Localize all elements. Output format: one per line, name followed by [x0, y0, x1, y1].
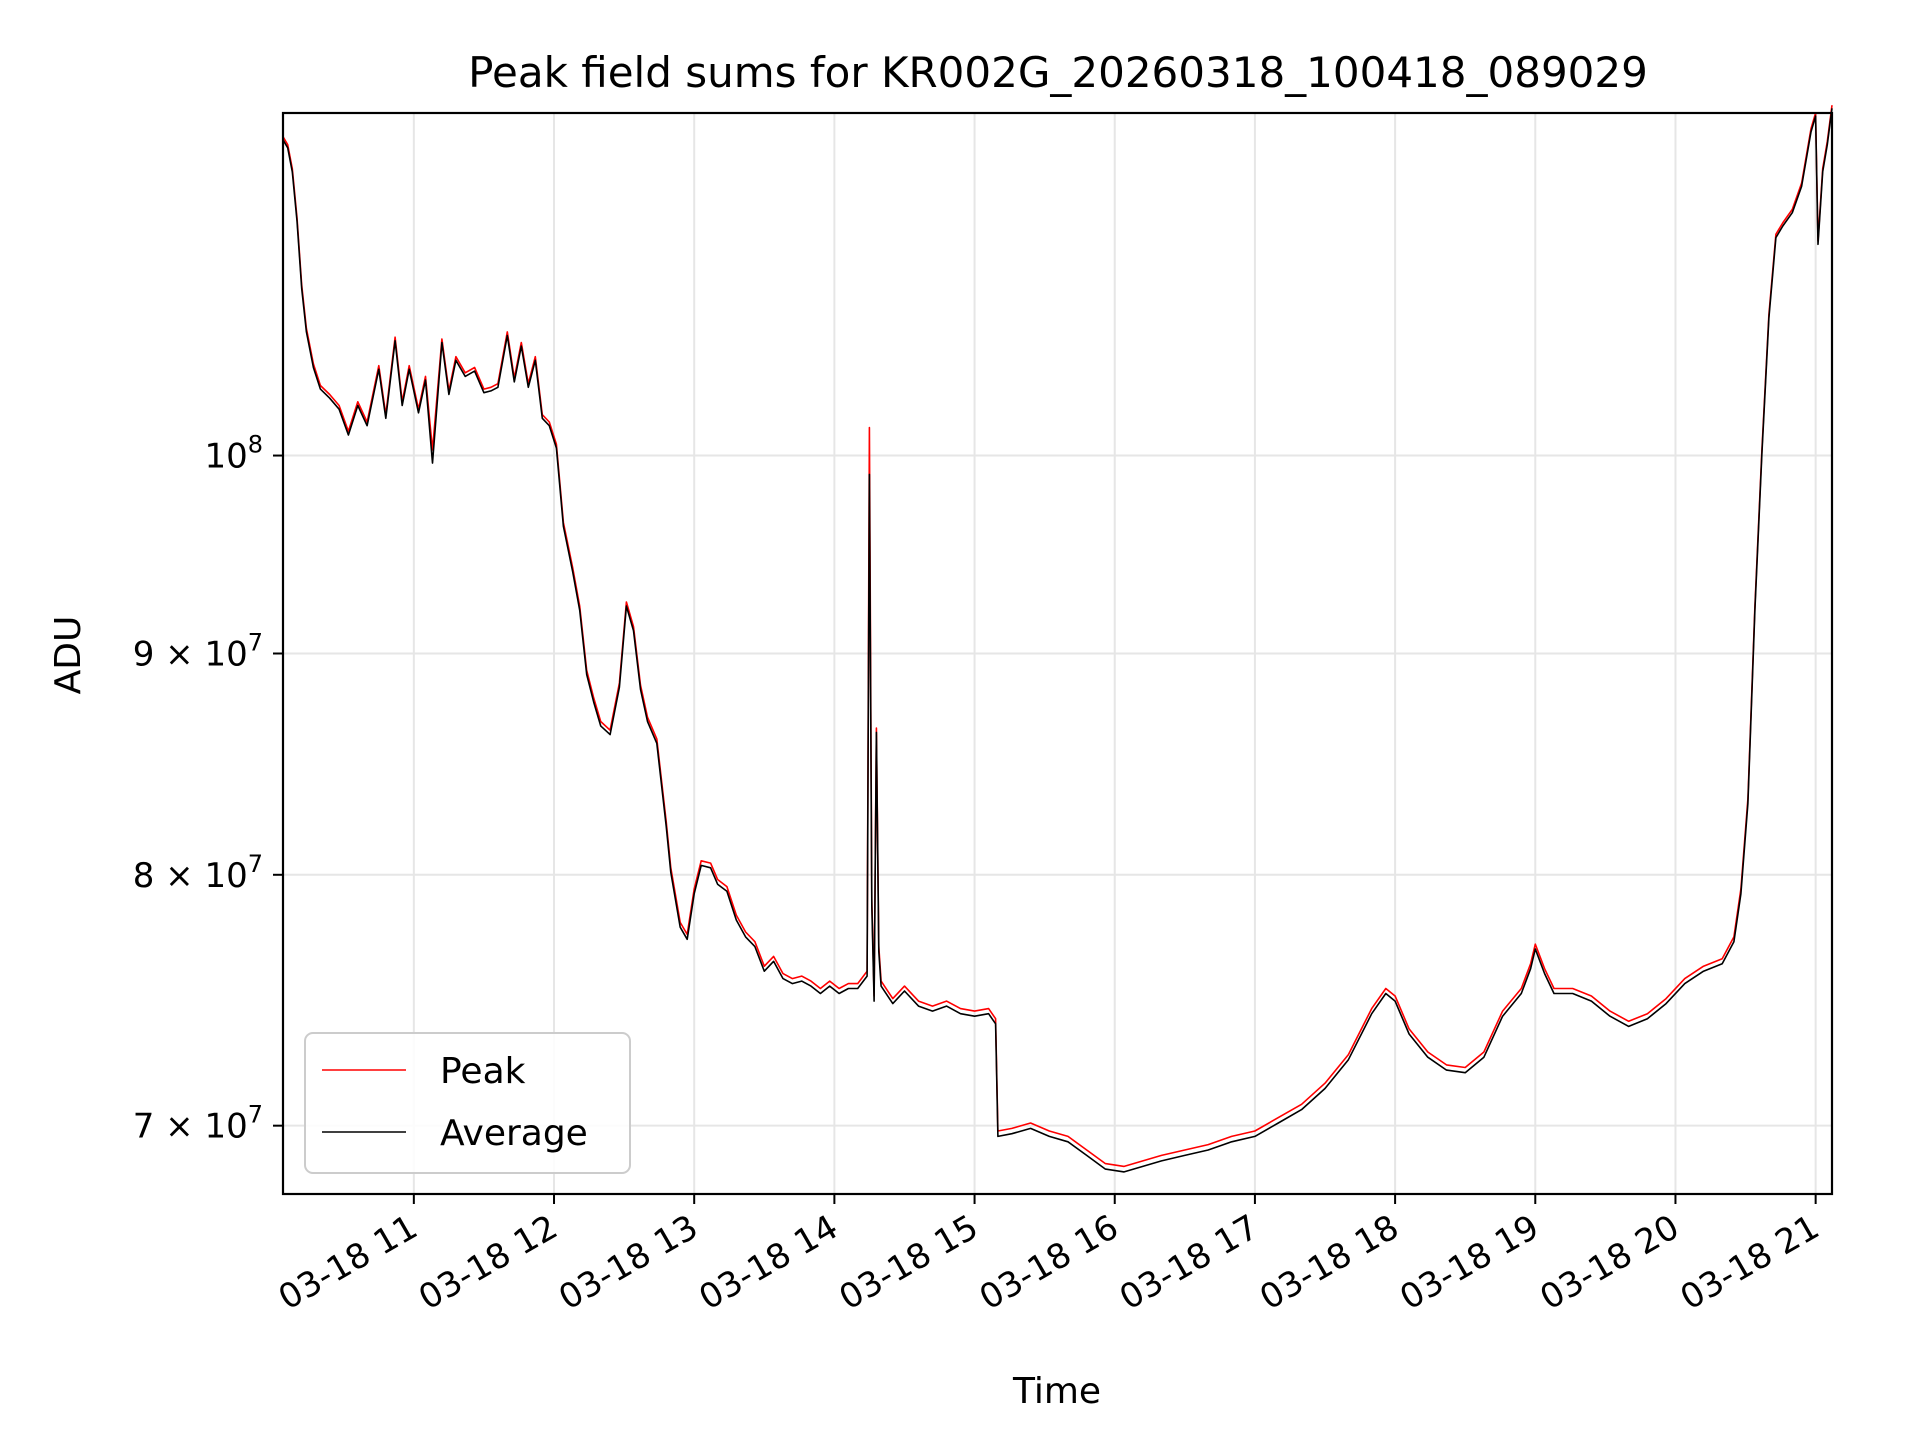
series-line-peak	[282, 105, 1833, 1168]
grid-lines	[283, 113, 1832, 1194]
legend-box	[304, 1032, 631, 1174]
y-tick-label: 7 × 107	[133, 1101, 263, 1147]
y-tick-label: 8 × 107	[133, 850, 263, 896]
y-tick-label: 9 × 107	[133, 629, 263, 675]
series-line-average	[282, 108, 1833, 1173]
legend-label-peak: Peak	[440, 1051, 526, 1092]
legend: Peak Average	[304, 1032, 631, 1174]
x-axis-label: Time	[1012, 1371, 1101, 1412]
y-axis-label: ADU	[48, 616, 89, 695]
legend-label-average: Average	[440, 1113, 588, 1154]
data-lines	[282, 105, 1833, 1173]
y-axis: 7 × 107 8 × 107 9 × 107 108	[133, 431, 283, 1147]
y-tick-label: 108	[204, 431, 263, 477]
chart-title: Peak field sums for KR002G_20260318_1004…	[468, 48, 1648, 97]
